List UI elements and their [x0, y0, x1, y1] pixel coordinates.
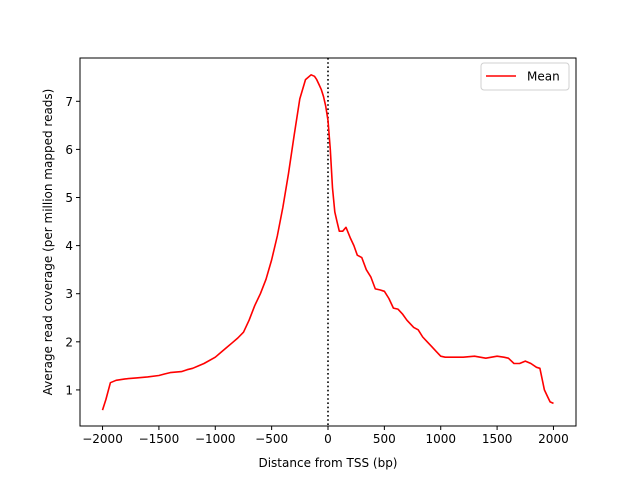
- legend: Mean: [480, 62, 570, 91]
- x-axis-label: Distance from TSS (bp): [258, 456, 397, 470]
- y-axis-label: Average read coverage (per million mappe…: [41, 89, 55, 396]
- x-tick-label: 0: [324, 432, 332, 446]
- x-tick-label: 500: [373, 432, 396, 446]
- x-tick-label: 2000: [538, 432, 569, 446]
- y-tick-label: 4: [65, 239, 73, 253]
- y-tick-label: 6: [65, 143, 73, 157]
- x-tick-label: 1500: [482, 432, 513, 446]
- y-tick-label: 7: [65, 95, 73, 109]
- legend-label-mean: Mean: [527, 70, 560, 84]
- x-tick-label: −1500: [139, 432, 180, 446]
- x-tick-label: −2000: [82, 432, 123, 446]
- x-tick-label: −1000: [195, 432, 236, 446]
- y-tick-label: 2: [65, 335, 73, 349]
- legend-box: [480, 62, 570, 91]
- series-line-mean: [101, 74, 554, 411]
- y-tick-label: 3: [65, 287, 73, 301]
- y-axis: 1 2 3 4 5 6 7: [65, 95, 80, 397]
- x-axis: −2000 −1500 −1000 −500 0 500 1000 1500 2000: [82, 426, 569, 446]
- y-tick-label: 5: [65, 191, 73, 205]
- x-tick-label: 1000: [425, 432, 456, 446]
- y-tick-label: 1: [65, 383, 73, 397]
- x-tick-label: −500: [255, 432, 288, 446]
